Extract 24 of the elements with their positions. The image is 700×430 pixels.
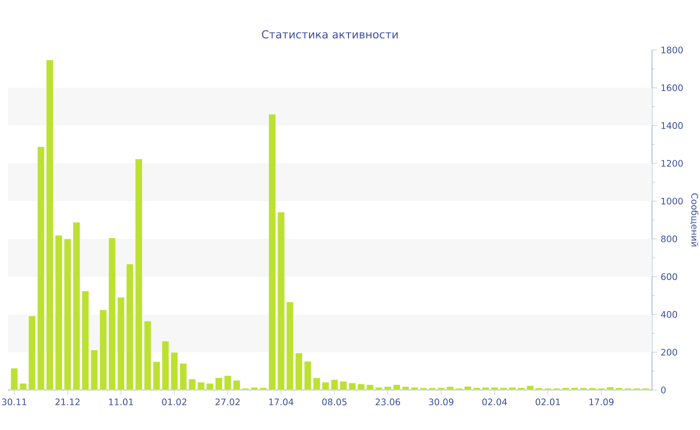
- x-tick-label: 17.09: [589, 398, 614, 406]
- y-tick-label: 1000: [662, 198, 683, 204]
- y-tick-label: 1200: [662, 160, 683, 167]
- y-tick-label: 600: [661, 273, 678, 280]
- x-tick-label: 02.04: [482, 398, 507, 406]
- x-tick-label: 08.05: [322, 398, 346, 406]
- y-tick-label: 200: [661, 348, 678, 356]
- x-tick-label: 17.04: [269, 398, 294, 406]
- y-tick-label: 0: [661, 386, 666, 394]
- x-tick-label: 02.01: [536, 398, 560, 406]
- y-tick-label: 1800: [662, 46, 683, 54]
- y-axis-title: Сообщений: [690, 193, 698, 246]
- x-tick-label: 01.02: [162, 398, 186, 406]
- x-tick-label: 21.12: [55, 398, 80, 406]
- y-tick-label: 800: [661, 235, 678, 242]
- x-tick-label: 27.02: [216, 398, 240, 406]
- y-tick-label: 1400: [662, 122, 683, 129]
- y-tick-label: 1600: [662, 84, 683, 92]
- y-tick-label: 400: [660, 311, 678, 318]
- x-tick-label: 30.09: [429, 398, 454, 406]
- x-tick-label: 30.11: [2, 398, 26, 406]
- chart-title: Статистика активности: [262, 30, 398, 38]
- x-tick-label: 23.06: [376, 398, 400, 406]
- x-tick-label: 11.01: [109, 398, 133, 406]
